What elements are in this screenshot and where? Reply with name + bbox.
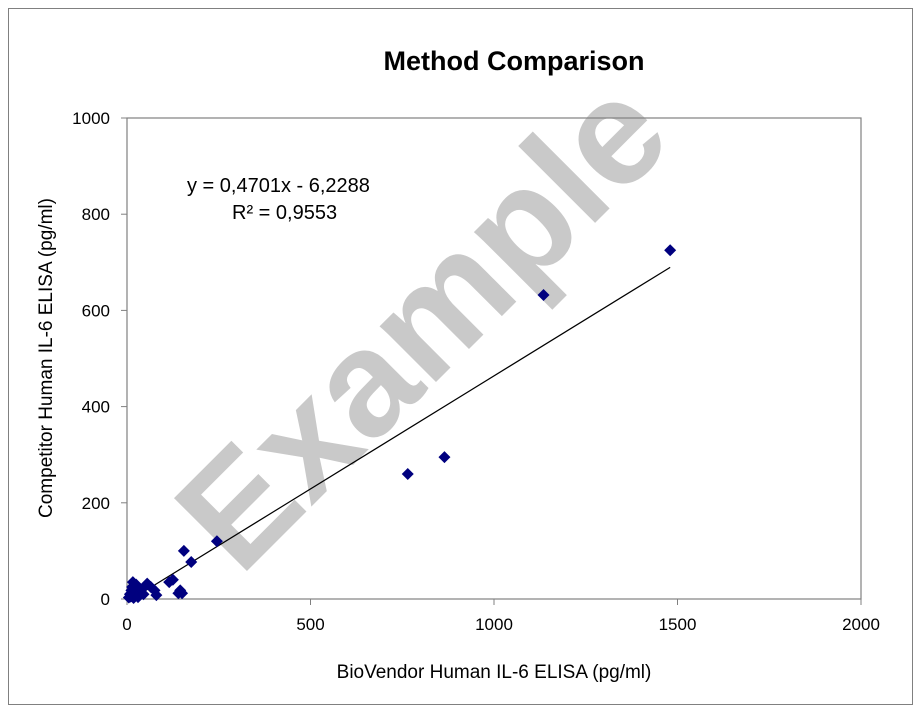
data-point [438,451,451,464]
y-tick-label: 800 [82,205,110,224]
x-axis-label: BioVendor Human IL-6 ELISA (pg/ml) [337,662,652,683]
x-tick-label: 500 [296,615,324,634]
data-point [176,587,189,600]
data-point [137,588,150,601]
trendline-r-squared: R² = 0,9553 [232,202,337,224]
x-tick-label: 1000 [475,615,513,634]
data-point [401,467,414,480]
y-tick-label: 1000 [72,109,110,128]
data-point [166,573,179,586]
y-tick-label: 600 [82,301,110,320]
y-tick-label: 200 [82,494,110,513]
data-point [185,555,198,568]
chart-frame [8,8,913,705]
y-tick-label: 0 [101,590,110,609]
y-axis-label: Competitor Human IL-6 ELISA (pg/ml) [36,198,57,518]
trendline [131,266,671,600]
chart-title: Method Comparison [384,46,645,76]
data-point [177,544,190,557]
data-point [150,589,163,602]
x-tick-label: 0 [122,615,131,634]
y-tick-label: 400 [82,398,110,417]
watermark: Example [144,46,699,601]
trendline-equation: y = 0,4701x - 6,2288 [187,175,370,197]
data-point [210,535,223,548]
data-point [537,289,550,302]
x-tick-label: 2000 [842,615,880,634]
data-point [664,244,677,257]
x-tick-label: 1500 [659,615,697,634]
